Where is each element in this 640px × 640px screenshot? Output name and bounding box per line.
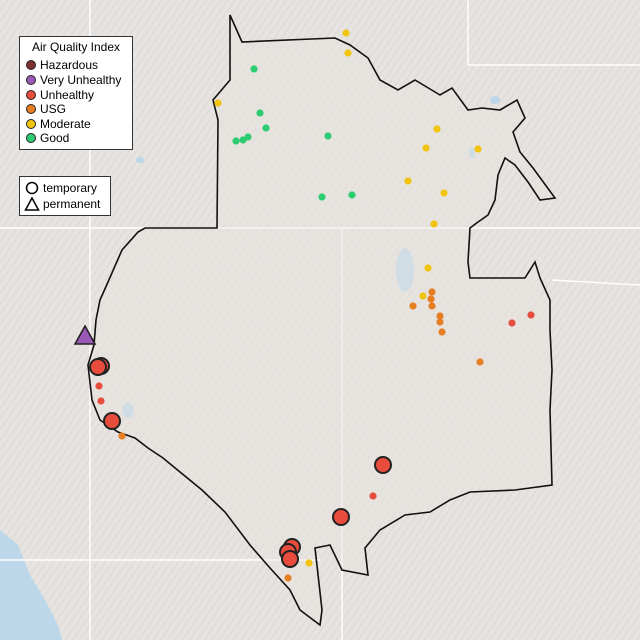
legend-item-temporary: temporary (24, 180, 97, 196)
temporary-monitor-marker (256, 109, 264, 117)
legend-title: Air Quality Index (31, 40, 121, 54)
temporary-monitor-marker (324, 132, 332, 140)
temporary-monitor-marker (427, 295, 435, 303)
temporary-monitor-marker (369, 492, 377, 500)
temporary-monitor-marker (95, 382, 103, 390)
temporary-monitor-marker (332, 508, 350, 526)
lake-small-2 (136, 157, 144, 163)
lake-tahoe (122, 402, 134, 418)
legend-item-permanent: permanent (24, 196, 100, 212)
usg-swatch-icon (26, 104, 36, 114)
hazardous-swatch-icon (26, 60, 36, 70)
temporary-monitor-marker (433, 125, 441, 133)
very-unhealthy-swatch-icon (26, 75, 36, 85)
temporary-monitor-marker (438, 328, 446, 336)
triangle-icon (24, 196, 40, 211)
temporary-monitor-marker (103, 412, 121, 430)
temporary-monitor-marker (262, 124, 270, 132)
good-swatch-icon (26, 133, 36, 143)
temporary-monitor-marker (476, 358, 484, 366)
temporary-monitor-marker (244, 133, 252, 141)
lake-small-3 (490, 96, 500, 104)
temporary-monitor-marker (214, 99, 222, 107)
permanent-monitor-marker (73, 324, 97, 345)
temporary-monitor-marker (428, 288, 436, 296)
legend-label-good: Good (40, 131, 70, 145)
study-region-boundary (87, 14, 557, 627)
monitor-markers (73, 29, 535, 582)
circle-icon (25, 181, 39, 195)
legend-item-unhealthy: Unhealthy (26, 88, 94, 102)
legend-label-permanent: permanent (43, 197, 101, 211)
great-salt-lake (396, 248, 414, 292)
lake-small-1 (469, 147, 475, 159)
temporary-monitor-marker (428, 302, 436, 310)
temporary-monitor-marker (281, 550, 299, 568)
temporary-monitor-marker (436, 318, 444, 326)
temporary-monitor-marker (419, 292, 427, 300)
lakes (122, 96, 500, 418)
temporary-monitor-marker (422, 144, 430, 152)
legend-item-usg: USG (26, 102, 66, 116)
legend-label-temporary: temporary (43, 181, 98, 195)
temporary-monitor-marker (409, 302, 417, 310)
temporary-monitor-marker (305, 559, 313, 567)
temporary-monitor-marker (232, 137, 240, 145)
temporary-monitor-marker (527, 311, 535, 319)
temporary-monitor-marker (374, 456, 392, 474)
temporary-monitor-marker (344, 49, 352, 57)
temporary-monitor-marker (318, 193, 326, 201)
temporary-monitor-marker (97, 397, 105, 405)
temporary-monitor-marker (284, 574, 292, 582)
temporary-monitor-marker (474, 145, 482, 153)
temporary-monitor-marker (348, 191, 356, 199)
legend-item-very-unhealthy: Very Unhealthy (26, 73, 121, 87)
legend-item-hazardous: Hazardous (26, 58, 98, 72)
moderate-swatch-icon (26, 119, 36, 129)
legend-item-good: Good (26, 131, 69, 145)
legend-item-moderate: Moderate (26, 117, 91, 131)
legend-label-hazardous: Hazardous (40, 58, 99, 72)
temporary-monitor-marker (118, 432, 126, 440)
temporary-monitor-marker (250, 65, 258, 73)
temporary-monitor-marker (404, 177, 412, 185)
temporary-monitor-marker (424, 264, 432, 272)
temporary-monitor-marker (342, 29, 350, 37)
legend-label-moderate: Moderate (40, 117, 91, 131)
ocean (0, 530, 62, 640)
aqi-legend: Air Quality Index Hazardous Very Unhealt… (19, 36, 133, 150)
temporary-monitor-marker (440, 189, 448, 197)
unhealthy-swatch-icon (26, 90, 36, 100)
legend-label-unhealthy: Unhealthy (40, 88, 95, 102)
temporary-monitor-marker (436, 312, 444, 320)
temporary-monitor-marker (430, 220, 438, 228)
legend-label-usg: USG (40, 102, 67, 116)
temporary-monitor-marker (89, 358, 107, 376)
monitor-type-legend: temporary permanent (19, 176, 111, 216)
legend-label-very-unhealthy: Very Unhealthy (40, 73, 122, 87)
temporary-monitor-marker (508, 319, 516, 327)
